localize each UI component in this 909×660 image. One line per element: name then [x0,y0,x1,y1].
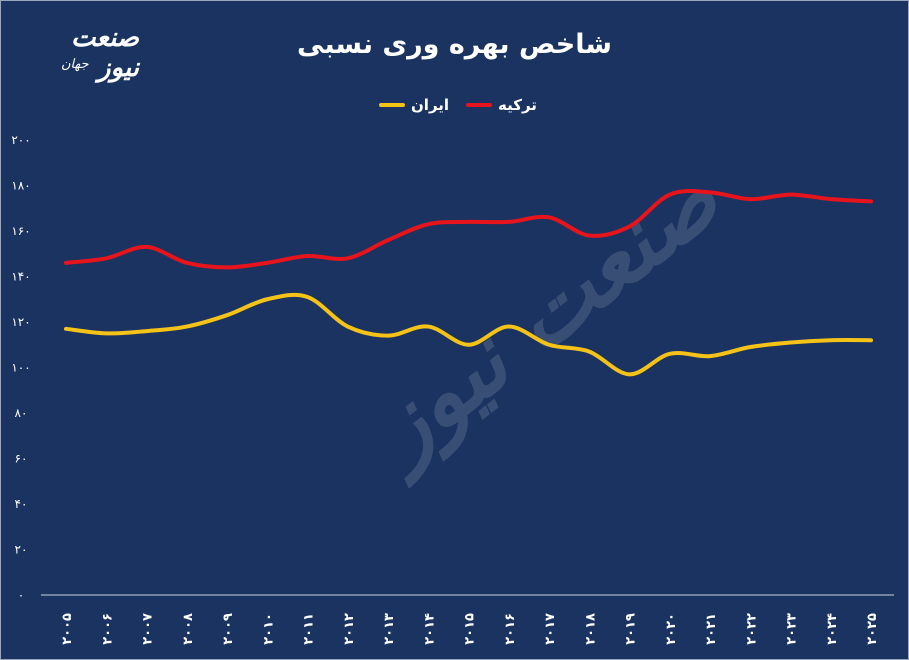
y-tick-label: ۲۰ [15,543,28,557]
legend-swatch-turkey [466,103,492,107]
chart-legend: ترکیه ایران [361,94,561,116]
chart-title: شاخص بهره وری نسبی [297,29,612,60]
x-tick-label: ۲۰۰۹ [221,613,236,645]
x-tick-label: ۲۰۲۲ [744,613,759,645]
y-tick-label: ۱۴۰ [11,270,30,284]
x-tick-label: ۲۰۱۰ [261,613,276,645]
y-tick-label: ۱۸۰ [11,179,30,193]
x-tick-label: ۲۰۱۸ [583,613,598,645]
y-tick-label: ۰ [18,588,24,602]
x-tick-label: ۲۰۲۵ [865,613,880,645]
legend-label-turkey: ترکیه [498,96,537,114]
x-tick-label: ۲۰۰۶ [100,613,115,645]
legend-swatch-iran [379,103,405,107]
x-tick-label: ۲۰۲۱ [704,613,719,645]
y-tick-label: ۱۲۰ [11,315,30,329]
series-line-turkey [64,189,873,270]
y-tick-label: ۲۰۰ [11,133,30,147]
y-tick-label: ۴۰ [15,497,28,511]
x-tick-label: ۲۰۰۷ [141,613,156,645]
legend-label-iran: ایران [411,96,450,114]
y-tick-label: ۱۰۰ [11,361,30,375]
y-tick-label: ۶۰ [15,452,28,466]
x-tick-label: ۲۰۰۸ [181,613,196,645]
y-tick-label: ۸۰ [15,406,28,420]
x-tick-label: ۲۰۲۳ [785,613,800,645]
x-tick-label: ۲۰۱۹ [624,613,639,645]
legend-item-iran: ایران [379,94,449,116]
series-line-iran [64,292,873,377]
y-tick-label: ۱۶۰ [11,224,30,238]
x-tick-label: ۲۰۱۷ [543,613,558,645]
x-tick-label: ۲۰۲۰ [664,613,679,645]
x-tick-label: ۲۰۱۳ [382,613,397,645]
logo-main-text: صنعت نیوز [71,23,139,83]
x-tick-label: ۲۰۱۵ [463,613,478,645]
legend-item-turkey: ترکیه [466,94,537,116]
x-tick-label: ۲۰۲۴ [825,613,840,645]
x-tick-label: ۲۰۱۶ [503,613,518,645]
x-tick-label: ۲۰۰۵ [60,613,75,645]
logo-sub-text: جهان [61,57,89,72]
x-tick-label: ۲۰۱۱ [302,613,317,645]
x-tick-label: ۲۰۱۴ [422,613,437,645]
x-tick-label: ۲۰۱۲ [342,613,357,645]
brand-logo: صنعت نیوز جهان [9,9,139,91]
